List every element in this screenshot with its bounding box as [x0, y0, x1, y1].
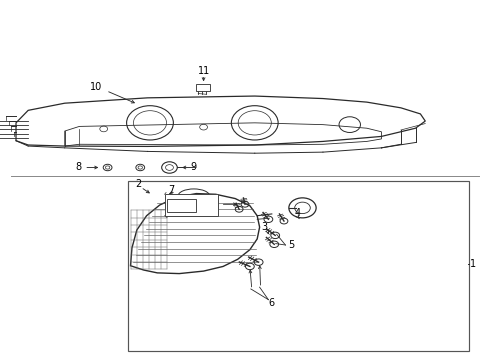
Text: 1: 1	[469, 259, 476, 269]
Text: 11: 11	[197, 66, 210, 76]
Text: 5: 5	[288, 240, 294, 250]
Text: 10: 10	[90, 82, 102, 92]
Text: 2: 2	[136, 179, 142, 189]
Bar	[196, 84, 210, 91]
Text: 3: 3	[262, 222, 268, 232]
Text: 6: 6	[269, 298, 275, 308]
Text: 7: 7	[168, 185, 174, 195]
Bar	[167, 199, 196, 212]
Bar	[165, 194, 218, 216]
Text: 8: 8	[75, 162, 82, 172]
Text: 9: 9	[190, 162, 196, 172]
Text: 4: 4	[294, 208, 301, 218]
Bar	[128, 181, 469, 351]
